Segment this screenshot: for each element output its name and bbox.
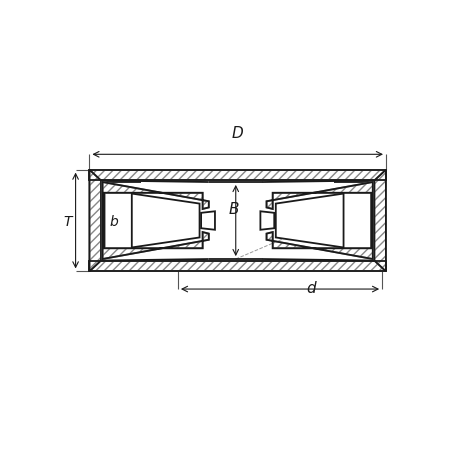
Polygon shape [89, 261, 385, 272]
Polygon shape [266, 183, 372, 259]
Polygon shape [132, 194, 199, 248]
Polygon shape [89, 170, 385, 181]
Polygon shape [374, 170, 385, 272]
Text: T: T [63, 214, 72, 228]
Text: b: b [110, 214, 118, 228]
Polygon shape [101, 181, 374, 261]
Text: D: D [231, 126, 243, 141]
Polygon shape [260, 212, 274, 230]
Polygon shape [201, 212, 214, 230]
Text: d: d [305, 280, 315, 296]
Polygon shape [275, 194, 343, 248]
Polygon shape [89, 170, 101, 272]
Text: B: B [229, 202, 239, 217]
Polygon shape [102, 183, 208, 259]
